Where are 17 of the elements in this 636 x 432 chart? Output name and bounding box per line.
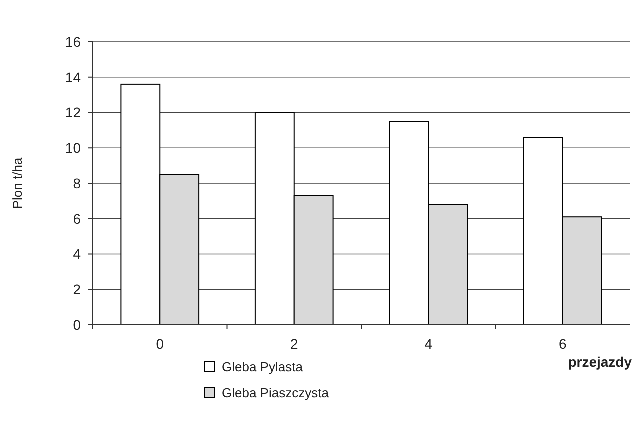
y-tick-label: 4 xyxy=(73,246,82,262)
legend-label: Gleba Piaszczysta xyxy=(222,386,330,401)
y-axis-title: Plon t/ha xyxy=(10,157,25,210)
x-tick-label: 0 xyxy=(156,336,164,352)
x-tick-label: 4 xyxy=(424,336,433,352)
y-tick-label: 12 xyxy=(65,104,82,121)
y-tick-label: 0 xyxy=(73,316,82,333)
x-tick-label: 6 xyxy=(558,336,567,352)
y-tick-label: 16 xyxy=(65,34,82,50)
y-tick-label: 2 xyxy=(73,282,82,298)
x-axis-title: przejazdy xyxy=(568,354,632,370)
y-tick-label: 14 xyxy=(65,69,82,86)
legend-label: Gleba Pylasta xyxy=(222,360,304,375)
y-tick-label: 10 xyxy=(65,140,82,156)
y-tick-label: 6 xyxy=(73,210,82,227)
x-tick-label: 2 xyxy=(290,336,298,352)
y-tick-label: 8 xyxy=(73,175,82,192)
